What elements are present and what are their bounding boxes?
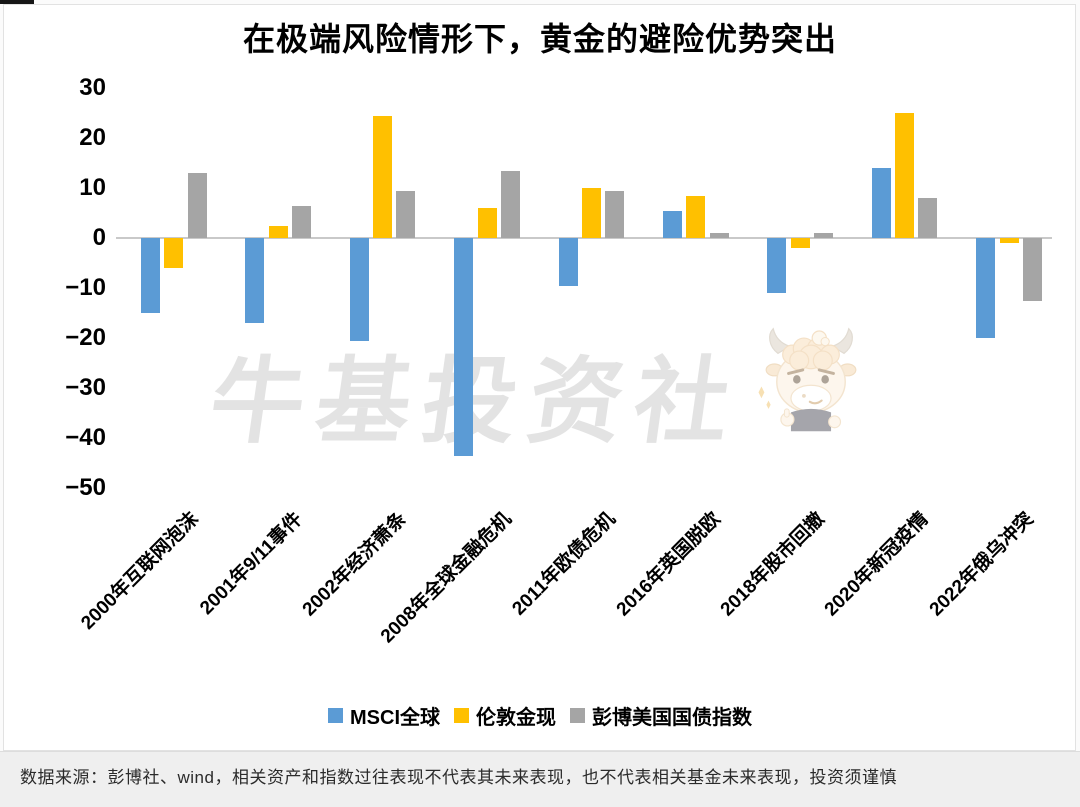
legend-swatch — [328, 707, 343, 723]
legend-label: 彭博美国国债指数 — [592, 706, 752, 729]
screen-edge-artifact — [0, 0, 34, 4]
chart-title: 在极端风险情形下，黄金的避险优势突出 — [242, 21, 837, 57]
legend-item: MSCI全球 — [328, 701, 440, 730]
legend-item: 伦敦金现 — [454, 701, 556, 730]
footer-strip: 数据来源：彭博社、wind，相关资产和指数过往表现不代表其未来表现，也不代表相关… — [0, 751, 1080, 807]
legend-item: 彭博美国国债指数 — [570, 701, 752, 730]
bull-mascot-icon — [758, 327, 857, 432]
legend-label: 伦敦金现 — [476, 706, 556, 729]
source-note: 数据来源：彭博社、wind，相关资产和指数过往表现不代表其未来表现，也不代表相关… — [20, 768, 897, 787]
legend-swatch — [570, 707, 585, 723]
legend-swatch — [454, 707, 469, 723]
watermark-text: 牛基投资社 — [203, 349, 749, 454]
legend-label: MSCI全球 — [350, 706, 440, 729]
legend: MSCI全球 伦敦金现 彭博美国国债指数 — [0, 701, 1080, 729]
